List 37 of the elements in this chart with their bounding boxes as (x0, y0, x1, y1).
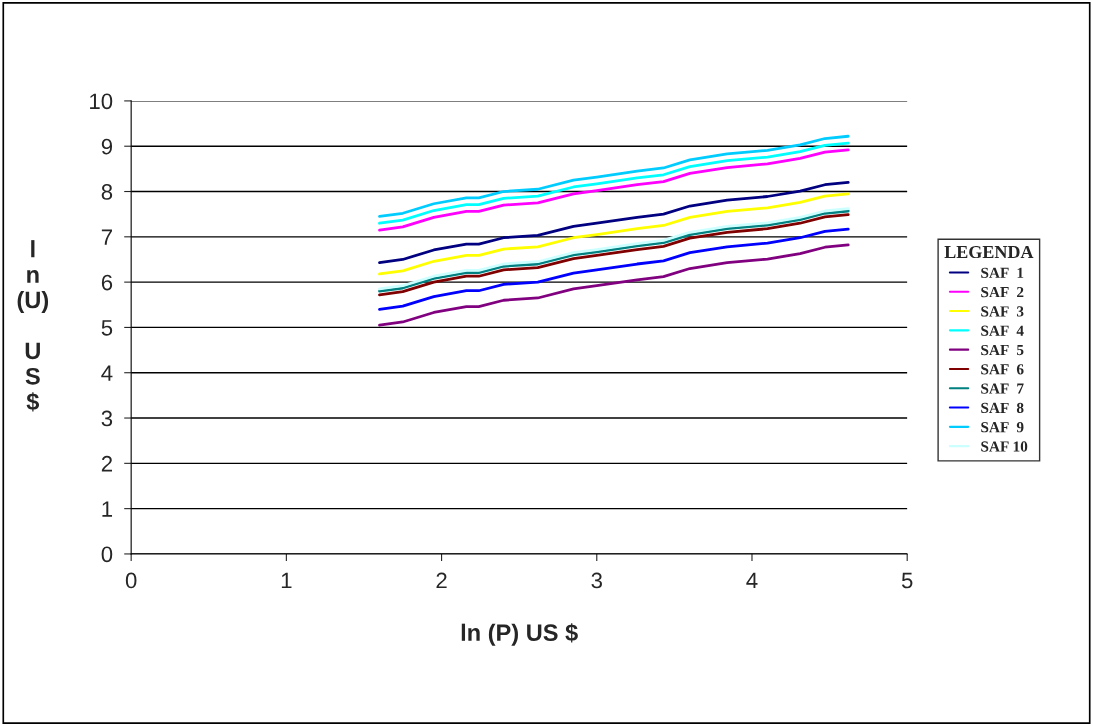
line-series (378, 181, 850, 265)
y-tick-label: 2 (101, 455, 112, 472)
legend-label: SAF 9 (981, 422, 1024, 433)
x-tick-label: 5 (901, 572, 913, 589)
y-tick-label: 10 (90, 93, 113, 110)
line-series (378, 148, 850, 232)
legend-label: SAF 10 (981, 441, 1028, 452)
line-series (378, 243, 850, 327)
legend-label: SAF 6 (981, 364, 1024, 375)
y-tick-label: 7 (101, 229, 112, 245)
legend-label: SAF 4 (981, 325, 1024, 336)
legend-label: SAF 1 (981, 267, 1024, 278)
y-tick-label: 0 (101, 546, 113, 563)
legend-label: SAF 5 (981, 344, 1024, 356)
x-tick-label: 0 (125, 572, 137, 589)
y-tick-label: 9 (101, 138, 113, 155)
line-series (378, 192, 850, 276)
y-tick-label: 3 (101, 410, 113, 427)
y-tick-label: 5 (101, 320, 113, 336)
legend-label: SAF 7 (981, 383, 1024, 394)
legend-label: SAF 8 (981, 402, 1024, 414)
legend-title: LEGENDA (944, 245, 1034, 259)
y-tick-label: 6 (101, 274, 113, 291)
legend-label: SAF 2 (981, 287, 1024, 298)
x-tick-label: 3 (591, 572, 602, 589)
x-tick-label: 2 (436, 572, 447, 589)
x-tick-label: 4 (746, 572, 758, 589)
y-tick-label: 4 (101, 365, 113, 381)
line-series (378, 134, 850, 218)
legend-label: SAF 3 (981, 306, 1024, 317)
x-tick-label: 1 (281, 572, 292, 589)
y-tick-label: 8 (101, 184, 113, 200)
y-tick-label: 1 (102, 501, 113, 517)
line-series (378, 141, 850, 225)
text: l n (U) U S $ (17, 240, 49, 412)
x-axis-title: ln (P) US $ (461, 623, 578, 646)
line-series (378, 227, 850, 311)
